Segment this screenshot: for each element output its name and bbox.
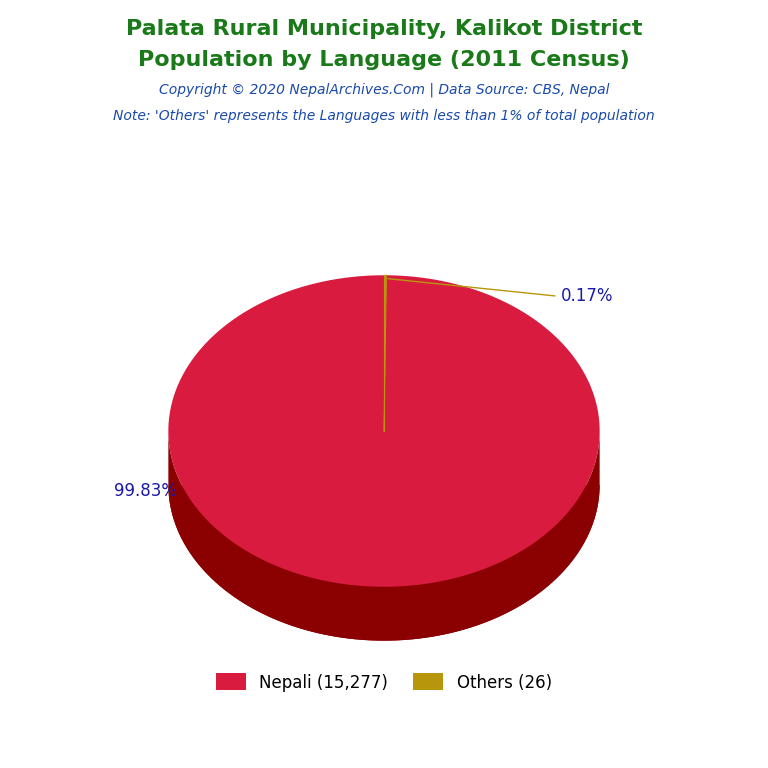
Text: 0.17%: 0.17% [561,287,613,305]
Polygon shape [384,275,386,431]
Text: Note: 'Others' represents the Languages with less than 1% of total population: Note: 'Others' represents the Languages … [113,109,655,123]
Text: 99.83%: 99.83% [114,482,177,500]
Legend: Nepali (15,277), Others (26): Nepali (15,277), Others (26) [210,667,558,698]
Text: Copyright © 2020 NepalArchives.Com | Data Source: CBS, Nepal: Copyright © 2020 NepalArchives.Com | Dat… [159,82,609,97]
Text: Population by Language (2011 Census): Population by Language (2011 Census) [138,50,630,70]
Polygon shape [168,275,600,587]
Polygon shape [168,432,600,641]
Text: Palata Rural Municipality, Kalikot District: Palata Rural Municipality, Kalikot Distr… [126,19,642,39]
Polygon shape [168,485,600,641]
